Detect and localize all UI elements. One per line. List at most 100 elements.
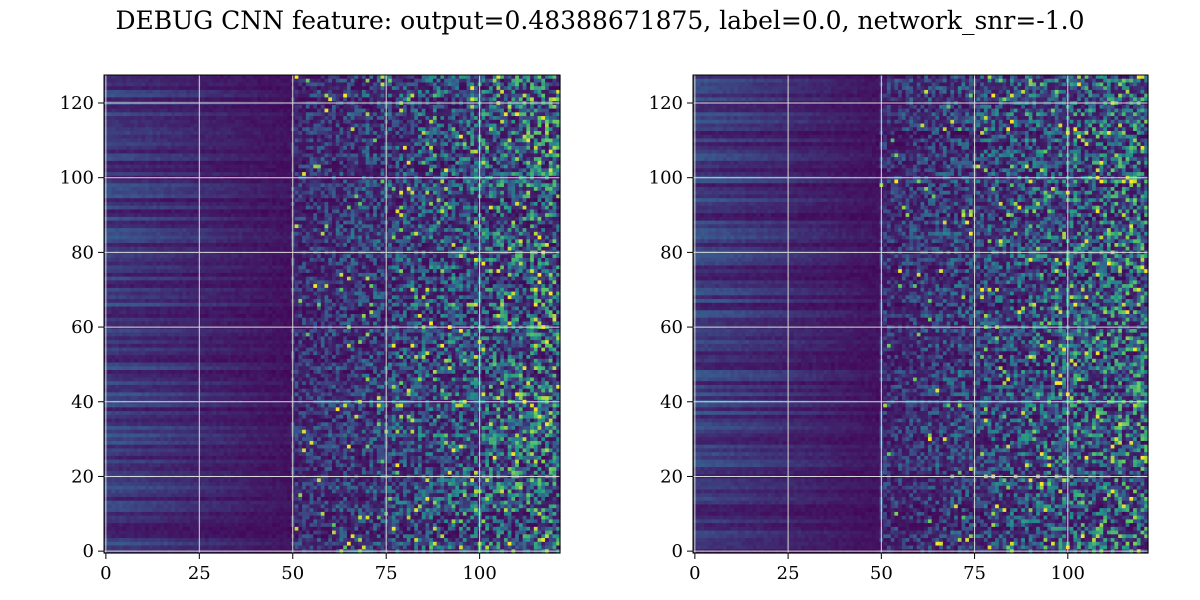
heatmap-cell — [186, 183, 191, 188]
heatmap-cell — [253, 216, 258, 222]
heatmap-cell — [530, 82, 535, 87]
heatmap-cell — [118, 149, 124, 155]
heatmap-cell — [354, 112, 359, 117]
heatmap-cell — [148, 216, 154, 222]
heatmap-cell — [556, 160, 561, 166]
heatmap-cell — [171, 75, 176, 80]
heatmap-cell — [275, 104, 281, 110]
heatmap-cell — [253, 160, 258, 166]
heatmap-cell — [373, 142, 378, 147]
heatmap-cell — [459, 78, 464, 84]
heatmap-cell — [522, 75, 527, 80]
heatmap-cell — [537, 220, 542, 225]
heatmap-cell — [515, 116, 520, 121]
heatmap-cell — [178, 220, 184, 225]
heatmap-cell — [440, 216, 445, 222]
heatmap-cell — [219, 172, 225, 177]
heatmap-cell — [186, 179, 191, 184]
heatmap-cell — [518, 209, 524, 214]
heatmap-cell — [410, 201, 415, 207]
heatmap-cell — [556, 157, 561, 162]
heatmap-cell — [541, 123, 546, 128]
heatmap-cell — [335, 89, 341, 95]
heatmap-cell — [216, 97, 221, 102]
heatmap-cell — [470, 75, 475, 80]
heatmap-cell — [470, 142, 475, 147]
heatmap-cell — [246, 78, 251, 84]
heatmap-cell — [391, 134, 397, 140]
heatmap-cell — [403, 149, 408, 155]
heatmap-cell — [260, 145, 266, 151]
heatmap-cell — [107, 168, 113, 173]
heatmap-cell — [208, 190, 213, 196]
heatmap-cell — [537, 116, 542, 121]
heatmap-cell — [488, 209, 494, 214]
heatmap-cell — [126, 198, 131, 203]
heatmap-cell — [361, 104, 367, 110]
heatmap-cell — [260, 75, 266, 80]
heatmap-cell — [275, 116, 281, 121]
heatmap-cell — [451, 108, 456, 113]
heatmap-cell — [425, 209, 430, 214]
heatmap-cell — [260, 138, 266, 143]
heatmap-cell — [466, 198, 471, 203]
heatmap-cell — [470, 224, 475, 229]
heatmap-cell — [268, 220, 273, 225]
heatmap-cell — [414, 198, 419, 203]
heatmap-cell — [462, 104, 468, 110]
heatmap-cell — [141, 108, 146, 113]
heatmap-cell — [242, 86, 247, 91]
heatmap-cell — [171, 209, 176, 214]
heatmap-cell — [455, 224, 460, 229]
heatmap-cell — [488, 131, 494, 136]
heatmap-cell — [328, 78, 333, 84]
heatmap-cell — [515, 160, 520, 166]
heatmap-cell — [171, 112, 176, 117]
heatmap-cell — [444, 142, 449, 147]
heatmap-cell — [208, 201, 213, 207]
heatmap-cell — [343, 160, 348, 166]
heatmap-cell — [537, 145, 542, 151]
heatmap-cell — [309, 145, 314, 151]
heatmap-cell — [339, 112, 344, 117]
heatmap-cell — [208, 89, 213, 95]
heatmap-cell — [492, 209, 498, 214]
heatmap-cell — [111, 201, 116, 207]
heatmap-cell — [444, 220, 449, 225]
heatmap-cell — [507, 157, 513, 162]
heatmap-cell — [231, 149, 236, 155]
heatmap-cell — [421, 142, 427, 147]
heatmap-cell — [481, 78, 486, 84]
heatmap-cell — [474, 134, 479, 140]
heatmap-cell — [507, 104, 513, 110]
heatmap-cell — [204, 116, 210, 121]
heatmap-cell — [421, 187, 427, 192]
heatmap-cell — [417, 108, 423, 113]
heatmap-cell — [272, 224, 277, 229]
heatmap-cell — [496, 119, 501, 125]
heatmap-cell — [518, 198, 524, 203]
heatmap-cell — [201, 213, 206, 218]
heatmap-cell — [186, 216, 191, 222]
heatmap-cell — [317, 164, 322, 169]
heatmap-cell — [373, 78, 378, 84]
heatmap-cell — [481, 164, 486, 169]
heatmap-cell — [376, 86, 382, 91]
heatmap-cell — [313, 104, 318, 110]
heatmap-cell — [160, 86, 165, 91]
heatmap-cell — [462, 213, 468, 218]
heatmap-cell — [455, 112, 460, 117]
heatmap-cell — [175, 164, 180, 169]
heatmap-cell — [380, 89, 385, 95]
heatmap-cell — [533, 119, 539, 125]
heatmap-cell — [208, 224, 213, 229]
heatmap-cell — [107, 134, 113, 140]
heatmap-cell — [130, 127, 135, 132]
heatmap-cell — [410, 194, 415, 199]
heatmap-cell — [346, 179, 352, 184]
heatmap-cell — [141, 190, 146, 196]
heatmap-cell — [137, 123, 142, 128]
heatmap-cell — [515, 187, 520, 192]
heatmap-cell — [294, 93, 299, 98]
heatmap-cell — [111, 172, 116, 177]
